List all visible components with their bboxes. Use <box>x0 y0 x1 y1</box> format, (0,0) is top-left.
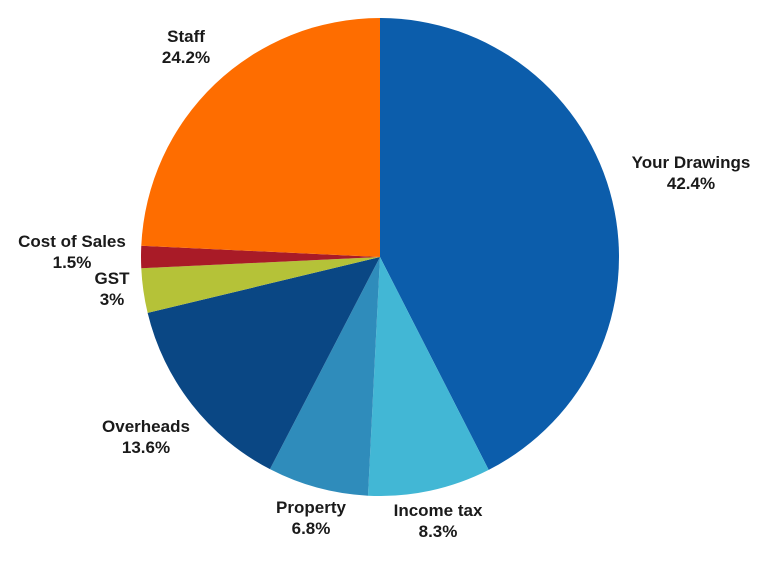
pie-label-value: 13.6% <box>122 438 170 457</box>
pie-label-name: GST <box>95 269 131 288</box>
pie-label-overheads: Overheads 13.6% <box>102 417 190 457</box>
pie-label-name: Overheads <box>102 417 190 436</box>
pie-label-name: Property <box>276 498 346 517</box>
pie-label-property: Property 6.8% <box>276 498 346 538</box>
pie-label-gst: GST 3% <box>95 269 131 309</box>
pie-label-value: 6.8% <box>292 519 331 538</box>
pie-label-value: 42.4% <box>667 174 715 193</box>
pie-slice-overheads <box>147 257 380 470</box>
pie-label-cost-of-sales: Cost of Sales 1.5% <box>18 232 126 272</box>
pie-label-name: Staff <box>167 27 205 46</box>
pie-label-value: 8.3% <box>419 522 458 541</box>
pie-labels: Your Drawings 42.4% Income tax 8.3% Property… <box>18 27 750 541</box>
pie-label-value: 24.2% <box>162 48 210 67</box>
pie-label-name: Your Drawings <box>632 153 751 172</box>
pie-slice-cost-of-sales <box>141 245 380 269</box>
pie-slice-income-tax <box>367 257 489 497</box>
pie-label-income-tax: Income tax 8.3% <box>394 501 483 541</box>
pie-slice-staff <box>141 18 380 257</box>
pie-label-value: 1.5% <box>53 253 92 272</box>
pie-label-your-drawings: Your Drawings 42.4% <box>632 153 751 193</box>
pie-label-name: Income tax <box>394 501 483 520</box>
pie-slice-gst <box>141 257 380 313</box>
pie-slices <box>141 18 619 497</box>
pie-label-name: Cost of Sales <box>18 232 126 251</box>
pie-label-staff: Staff 24.2% <box>162 27 210 67</box>
pie-label-value: 3% <box>100 290 125 309</box>
pie-slice-your-drawings <box>380 18 619 470</box>
pie-slice-property <box>269 257 380 496</box>
